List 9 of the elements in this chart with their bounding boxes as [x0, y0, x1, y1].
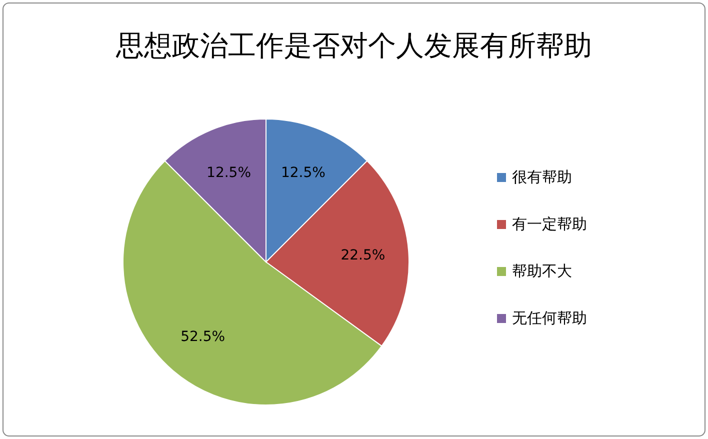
legend-label: 很有帮助 — [512, 168, 572, 186]
legend-label: 有一定帮助 — [512, 215, 587, 233]
legend-label: 无任何帮助 — [512, 309, 587, 327]
data-label: 12.5% — [280, 165, 326, 182]
data-label: 22.5% — [340, 247, 386, 264]
data-label: 12.5% — [206, 165, 252, 182]
legend-label: 帮助不大 — [512, 262, 572, 280]
data-label: 52.5% — [180, 328, 226, 345]
chart-title: 思想政治工作是否对个人发展有所帮助 — [115, 29, 592, 62]
